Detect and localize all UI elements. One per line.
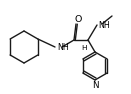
Text: N: N: [92, 81, 98, 90]
Text: NH: NH: [98, 20, 110, 30]
Text: H: H: [81, 45, 87, 51]
Text: NH: NH: [58, 42, 69, 52]
Text: O: O: [74, 16, 82, 25]
